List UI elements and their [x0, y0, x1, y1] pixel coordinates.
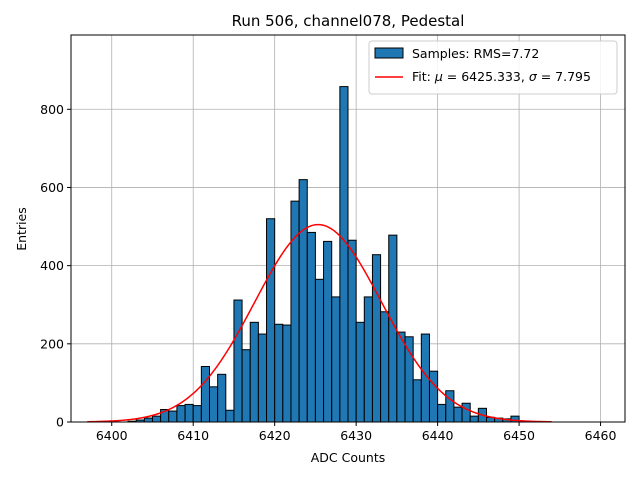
- histogram-bar: [380, 311, 390, 423]
- legend: Samples: RMS=7.72 Fit: μ = 6425.333, σ =…: [368, 40, 618, 95]
- histogram-bar: [282, 324, 292, 423]
- histogram-bar: [233, 299, 243, 423]
- legend-samples-patch: [374, 47, 404, 59]
- histogram-bar: [200, 365, 210, 423]
- histogram-bar: [217, 373, 227, 423]
- histogram-bar: [347, 239, 357, 423]
- histogram-bar: [241, 349, 251, 423]
- histogram-bar: [184, 403, 194, 423]
- y-tick-label: 600: [40, 180, 64, 195]
- histogram-bar: [257, 333, 268, 423]
- histogram-bar: [209, 386, 219, 423]
- x-tick-label: 6450: [503, 428, 535, 443]
- legend-samples-label: Samples: RMS=7.72: [412, 46, 539, 61]
- legend-fit-sigma-symbol: σ: [529, 69, 538, 84]
- histogram-bar: [225, 409, 235, 423]
- histogram-bar: [192, 405, 202, 423]
- histogram-bars: [127, 86, 520, 423]
- histogram-bar: [461, 402, 471, 423]
- y-tick-label: 400: [40, 258, 64, 273]
- legend-box: [368, 40, 618, 95]
- y-tick-label: 800: [40, 102, 64, 117]
- histogram-bar: [143, 417, 153, 423]
- histogram-bar: [437, 403, 447, 423]
- histogram-bar: [176, 405, 186, 423]
- histogram-bar: [151, 415, 162, 423]
- histogram-bar: [298, 179, 308, 423]
- histogram-bar: [168, 410, 178, 423]
- gaussian-fit-curve: [87, 223, 552, 423]
- histogram-bar: [274, 323, 284, 423]
- legend-fit-mu-value: = 6425.333,: [443, 69, 529, 84]
- x-tick-label: 6400: [96, 428, 128, 443]
- histogram-bar: [412, 379, 422, 423]
- x-tick-label: 6430: [340, 428, 372, 443]
- histogram-bar: [371, 254, 382, 423]
- histogram-bar: [355, 321, 365, 423]
- histogram-bar: [339, 86, 349, 423]
- legend-fit-mu-symbol: μ: [434, 69, 443, 84]
- x-tick-label: 6440: [422, 428, 454, 443]
- chart-title: Run 506, channel078, Pedestal: [232, 12, 465, 30]
- histogram-bar: [363, 296, 373, 423]
- y-axis-label: Entries: [14, 207, 29, 251]
- x-tick-label: 6460: [585, 428, 617, 443]
- legend-fit-sigma-value: = 7.795: [537, 69, 591, 84]
- histogram-bar: [469, 415, 479, 423]
- histogram-bar: [445, 390, 455, 423]
- axis-ticks: 6400 6410 6420 6430 6440 6450 6460 0 200 400 600 80…: [40, 102, 616, 443]
- histogram-bar: [428, 370, 439, 423]
- x-axis-label: ADC Counts: [311, 450, 386, 465]
- histogram-bar: [266, 218, 276, 423]
- histogram-bar: [453, 406, 463, 423]
- histogram-bar: [323, 240, 333, 423]
- legend-fit-prefix: Fit:: [412, 69, 435, 84]
- legend-fit-label: Fit: μ = 6425.333, σ = 7.795: [412, 69, 591, 84]
- histogram-bar: [331, 296, 341, 423]
- histogram-bar: [404, 336, 414, 423]
- x-tick-label: 6420: [259, 428, 291, 443]
- histogram-bar: [306, 231, 316, 423]
- y-tick-label: 200: [40, 336, 64, 351]
- histogram-bar: [396, 331, 406, 423]
- y-tick-label: 0: [56, 415, 64, 430]
- x-tick-label: 6410: [177, 428, 209, 443]
- plot-area-frame: [70, 34, 626, 423]
- histogram-bar: [314, 278, 325, 423]
- histogram-bar: [249, 321, 259, 423]
